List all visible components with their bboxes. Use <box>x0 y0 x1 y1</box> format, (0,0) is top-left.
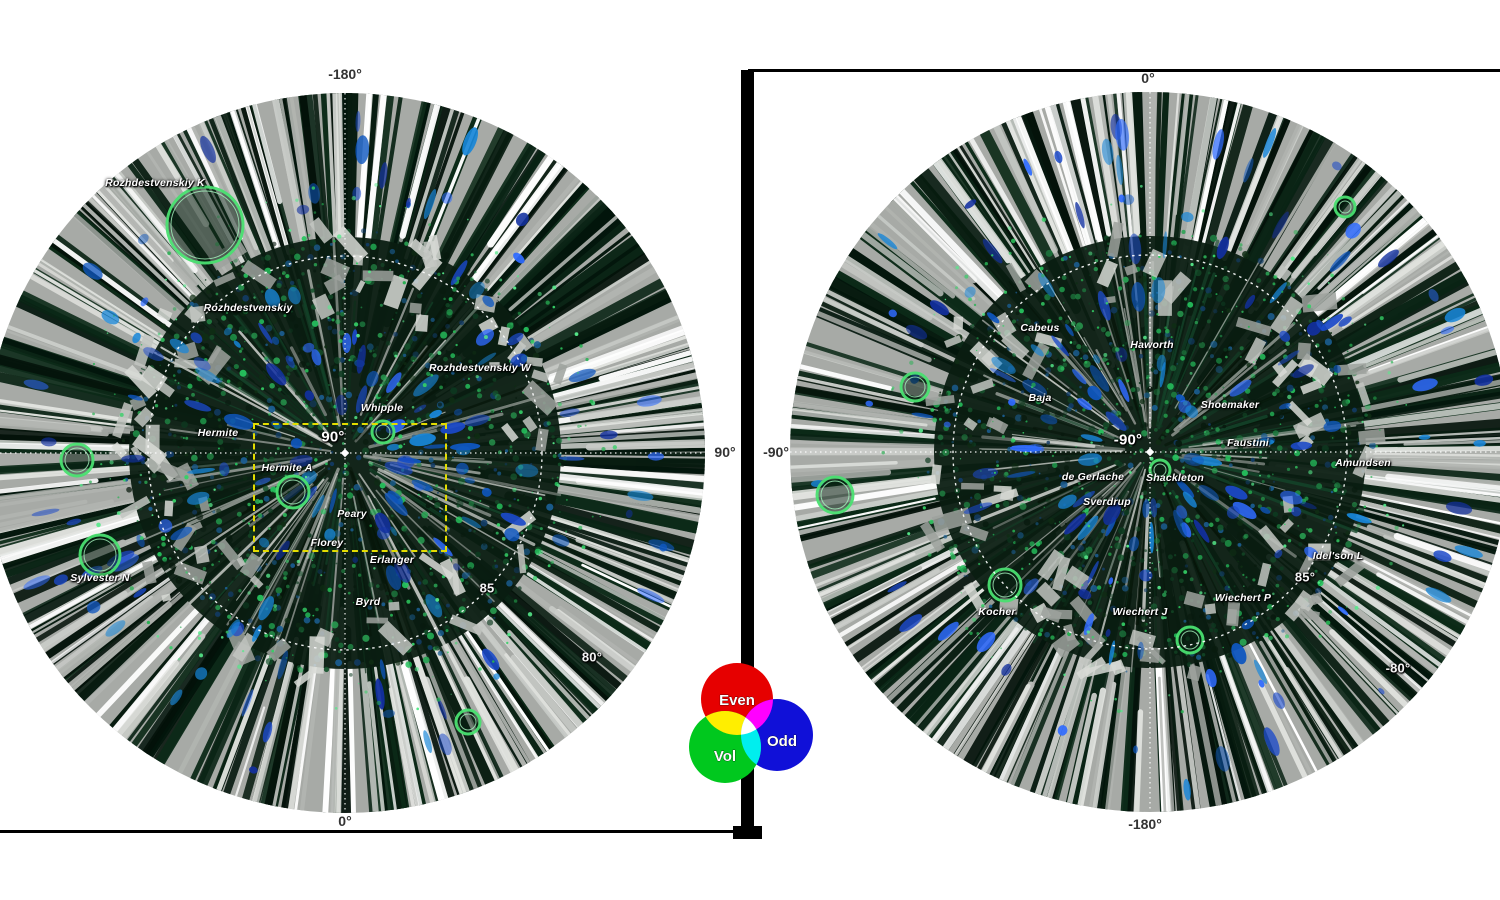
crater-label: Kocher <box>978 606 1016 618</box>
legend-even-label: Even <box>719 692 755 709</box>
frame-line-top-right <box>748 69 1500 72</box>
crater-label: Florey <box>310 537 344 549</box>
latitude-ring-label: 85° <box>1294 569 1316 585</box>
rgb-venn-legend: Even Odd Vol <box>689 663 813 783</box>
pole-center-label: 90° <box>321 428 345 446</box>
crater-label: Byrd <box>355 596 381 608</box>
crater-label: Rozhdestvenskiy K <box>105 177 205 189</box>
left-map-top-longitude-label: -180° <box>328 66 362 82</box>
crater-label: Haworth <box>1130 339 1174 351</box>
crater-label: Wiechert J <box>1112 606 1168 618</box>
crater-label: Rozhdestvenskiy W <box>428 362 532 374</box>
right-map-bottom-longitude-label: -180° <box>1128 816 1162 832</box>
legend-odd-label: Odd <box>767 733 797 750</box>
crater-label: Shoemaker <box>1200 399 1260 411</box>
crater-label: Erlanger <box>369 554 415 566</box>
legend-vol-label: Vol <box>714 748 736 765</box>
roi-box <box>253 423 447 552</box>
crater-label: Faustini <box>1227 437 1269 449</box>
crater-label: Sverdrup <box>1083 496 1131 508</box>
south-pole-map-image <box>785 87 1500 817</box>
divider-bar-vertical <box>741 70 754 832</box>
crater-label: Idel'son L <box>1312 550 1364 562</box>
latitude-ring-label: 80° <box>581 649 603 665</box>
north-pole-map-image <box>0 88 710 818</box>
legend-white-overlap <box>741 711 761 735</box>
crater-label: Shackleton <box>1145 472 1205 484</box>
crater-label: Rozhdestvenskiy <box>203 302 293 314</box>
left-map-bottom-longitude-label: 0° <box>338 813 352 829</box>
left-map-side-longitude-label: 90° <box>714 444 736 460</box>
crater-label: de Gerlache <box>1061 471 1125 483</box>
latitude-ring-label: 85 <box>479 580 495 596</box>
crater-label: Whipple <box>360 402 404 414</box>
north-pole-map: Rozhdestvenskiy K Rozhdestvenskiy Rozhdest… <box>0 88 710 818</box>
pole-center-label: -90° <box>1113 431 1143 449</box>
crater-label: Hermite <box>197 427 239 439</box>
crater-label: Cabeus <box>1020 322 1060 334</box>
crater-label: Amundsen <box>1335 457 1391 469</box>
crater-label: Hermite A <box>261 462 313 474</box>
crater-label: Baja <box>1028 392 1052 404</box>
crater-label: Peary <box>337 508 367 520</box>
right-map-side-longitude-label: -90° <box>763 444 789 460</box>
right-map-top-longitude-label: 0° <box>1141 70 1155 86</box>
latitude-ring-label: -80° <box>1385 660 1411 676</box>
legend-magenta-overlap <box>741 699 773 735</box>
crater-label: Wiechert P <box>1214 592 1272 604</box>
crater-label: Sylvester N <box>70 572 130 584</box>
frame-line-bottom-left <box>0 830 755 833</box>
south-pole-map: Cabeus Haworth Baja Shoemaker Faustini de Ger… <box>785 87 1500 817</box>
